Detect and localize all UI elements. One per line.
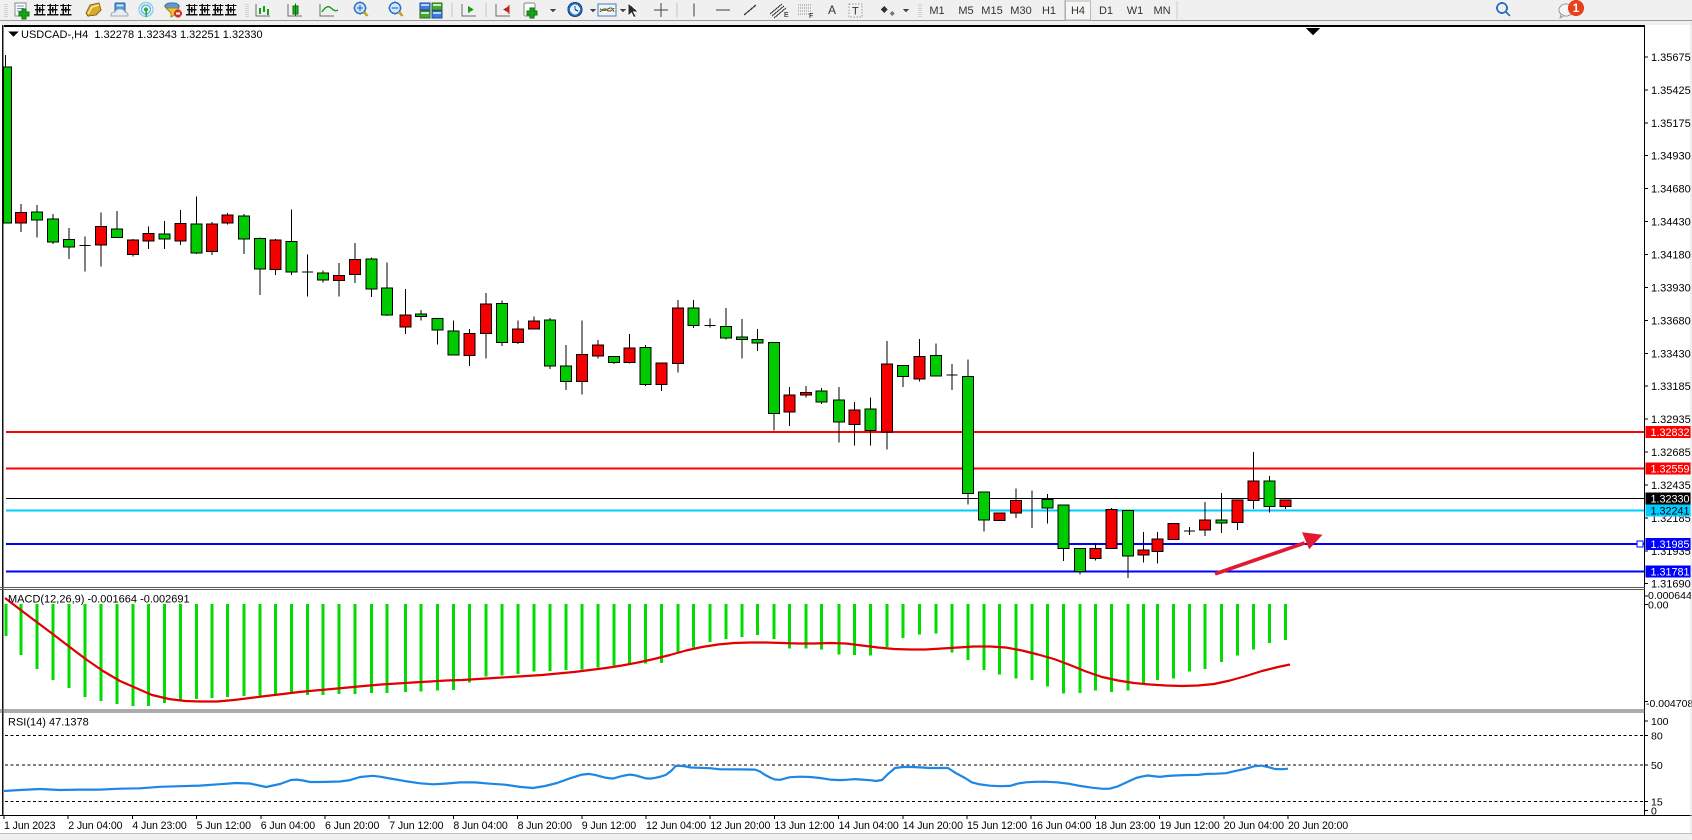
svg-text:15: 15: [1651, 797, 1663, 809]
svg-text:E: E: [784, 12, 789, 19]
svg-text:12 Jun 20:00: 12 Jun 20:00: [710, 820, 770, 832]
svg-text:RSI(14) 47.1378: RSI(14) 47.1378: [8, 717, 89, 729]
svg-text:50: 50: [1651, 760, 1663, 772]
svg-text:W1: W1: [1127, 5, 1144, 17]
svg-text:A: A: [828, 3, 836, 17]
svg-text:1.33185: 1.33185: [1651, 381, 1691, 393]
svg-text:MACD(12,26,9) -0.001664 -0.002: MACD(12,26,9) -0.001664 -0.002691: [8, 594, 190, 606]
svg-text:1.34680: 1.34680: [1651, 184, 1691, 196]
svg-text:1.32685: 1.32685: [1651, 447, 1691, 459]
svg-text:16 Jun 04:00: 16 Jun 04:00: [1031, 820, 1091, 832]
svg-text:4 Jun 23:00: 4 Jun 23:00: [132, 820, 186, 832]
svg-text:1.32330: 1.32330: [1651, 494, 1690, 506]
svg-text:12 Jun 04:00: 12 Jun 04:00: [646, 820, 706, 832]
svg-text:1.33930: 1.33930: [1651, 283, 1691, 295]
svg-text:20 Jun 04:00: 20 Jun 04:00: [1224, 820, 1284, 832]
svg-text:M5: M5: [958, 5, 973, 17]
svg-text:1.31690: 1.31690: [1651, 579, 1691, 591]
svg-text:MN: MN: [1153, 5, 1170, 17]
svg-text:1.32241: 1.32241: [1651, 506, 1690, 518]
svg-text:1 Jun 2023: 1 Jun 2023: [4, 820, 56, 832]
svg-text:1.34930: 1.34930: [1651, 150, 1691, 162]
svg-text:1.35175: 1.35175: [1651, 118, 1691, 130]
svg-text:15 Jun 12:00: 15 Jun 12:00: [967, 820, 1027, 832]
svg-text:0: 0: [1651, 806, 1657, 818]
svg-text:1.33680: 1.33680: [1651, 316, 1691, 328]
svg-text:8 Jun 20:00: 8 Jun 20:00: [518, 820, 572, 832]
svg-text:1.32935: 1.32935: [1651, 414, 1691, 426]
svg-text:1.32435: 1.32435: [1651, 480, 1691, 492]
svg-text:19 Jun 12:00: 19 Jun 12:00: [1160, 820, 1220, 832]
svg-text:1.32559: 1.32559: [1651, 464, 1690, 476]
svg-text:6 Jun 04:00: 6 Jun 04:00: [261, 820, 315, 832]
svg-text:H1: H1: [1042, 5, 1056, 17]
svg-text:7 Jun 12:00: 7 Jun 12:00: [389, 820, 443, 832]
svg-text:6 Jun 20:00: 6 Jun 20:00: [325, 820, 379, 832]
svg-text:-0.004708: -0.004708: [1646, 698, 1692, 710]
svg-text:1.31781: 1.31781: [1651, 567, 1690, 579]
svg-text:100: 100: [1651, 716, 1669, 728]
svg-text:1.32832: 1.32832: [1651, 427, 1690, 439]
svg-text:1.33430: 1.33430: [1651, 349, 1691, 361]
svg-text:18 Jun 23:00: 18 Jun 23:00: [1095, 820, 1155, 832]
svg-text:H4: H4: [1071, 5, 1085, 17]
svg-text:8 Jun 04:00: 8 Jun 04:00: [453, 820, 507, 832]
svg-text:0.00: 0.00: [1648, 600, 1669, 612]
svg-text:1.35425: 1.35425: [1651, 85, 1691, 97]
svg-text:0.000644: 0.000644: [1648, 590, 1692, 602]
svg-text:USDCAD-,H4 1.32278 1.32343 1.: USDCAD-,H4 1.32278 1.32343 1.32251 1.323…: [21, 29, 263, 41]
svg-text:1: 1: [1573, 3, 1580, 15]
svg-text:5 Jun 12:00: 5 Jun 12:00: [197, 820, 251, 832]
svg-text:T: T: [852, 6, 859, 18]
svg-text:D1: D1: [1099, 5, 1113, 17]
svg-text:1.34430: 1.34430: [1651, 217, 1691, 229]
svg-text:M30: M30: [1010, 5, 1031, 17]
svg-text:20 Jun 20:00: 20 Jun 20:00: [1288, 820, 1348, 832]
svg-text:F: F: [809, 13, 813, 20]
svg-text:1.34180: 1.34180: [1651, 250, 1691, 262]
svg-text:80: 80: [1651, 731, 1663, 743]
svg-text:9 Jun 12:00: 9 Jun 12:00: [582, 820, 636, 832]
svg-text:1.35675: 1.35675: [1651, 52, 1691, 64]
svg-text:14 Jun 20:00: 14 Jun 20:00: [903, 820, 963, 832]
svg-text:14 Jun 04:00: 14 Jun 04:00: [839, 820, 899, 832]
svg-text:M15: M15: [981, 5, 1002, 17]
svg-text:2 Jun 04:00: 2 Jun 04:00: [68, 820, 122, 832]
svg-text:M1: M1: [929, 5, 944, 17]
svg-text:13 Jun 12:00: 13 Jun 12:00: [774, 820, 834, 832]
svg-text:1.31985: 1.31985: [1651, 539, 1690, 551]
